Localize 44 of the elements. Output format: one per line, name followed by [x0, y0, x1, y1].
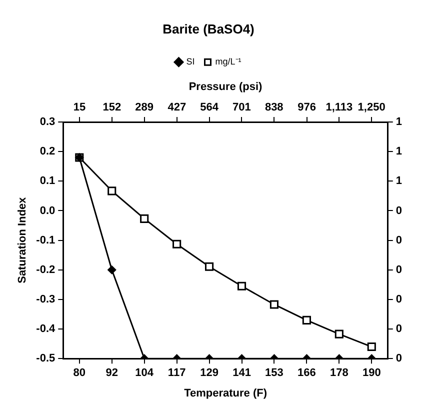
- y2-tick-label: 1: [396, 116, 402, 128]
- x2-tick-label: 289: [135, 101, 154, 114]
- y-tick-label: -0.3: [36, 293, 56, 306]
- x-tick-label: 166: [298, 367, 316, 380]
- x-tick-label: 104: [135, 367, 154, 380]
- y-axis-title: Saturation Index: [16, 196, 29, 284]
- y-tick-label: -0.4: [36, 323, 56, 336]
- x2-tick-label: 701: [232, 101, 251, 114]
- x2-tick-label: 976: [298, 101, 316, 114]
- x2-axis-title: Pressure (psi): [188, 81, 263, 94]
- legend-label: mg/L⁻¹: [215, 56, 242, 67]
- x2-tick-label: 427: [168, 101, 186, 114]
- y2-tick-label: 1: [396, 146, 402, 158]
- y-tick-label: 0.3: [40, 116, 56, 128]
- y2-tick-label: 1: [396, 175, 402, 188]
- x2-tick-label: 564: [200, 101, 220, 114]
- y-tick-label: -0.1: [36, 234, 56, 246]
- y2-tick-label: 0: [396, 234, 402, 246]
- y2-tick-label: 0: [396, 264, 402, 276]
- y-tick-label: -0.5: [36, 352, 56, 365]
- y2-tick-label: 0: [396, 293, 402, 306]
- y2-tick-label: 0: [396, 352, 402, 365]
- x-tick-label: 80: [73, 367, 86, 380]
- x2-tick-label: 152: [102, 101, 122, 114]
- x2-tick-label: 1,250: [358, 101, 386, 114]
- y-tick-label: 0.1: [40, 175, 56, 188]
- x-tick-label: 190: [362, 367, 381, 380]
- y-tick-label: 0.0: [40, 204, 56, 217]
- legend-label: SI: [186, 56, 195, 67]
- x-tick-label: 129: [200, 367, 218, 380]
- y-tick-label: -0.2: [36, 264, 56, 276]
- y2-tick-label: 0: [396, 323, 402, 336]
- x2-tick-label: 15: [73, 101, 86, 114]
- x-tick-label: 117: [168, 367, 186, 380]
- x-axis-title: Temperature (F): [184, 387, 268, 400]
- y-tick-label: 0.2: [40, 146, 56, 158]
- x-tick-label: 92: [106, 367, 118, 380]
- x2-tick-label: 1,113: [326, 101, 353, 114]
- x-tick-label: 178: [330, 367, 348, 380]
- x-tick-label: 141: [232, 367, 251, 380]
- y2-tick-label: 0: [396, 204, 402, 217]
- chart-title: Barite (BaSO4): [162, 21, 254, 36]
- x2-tick-label: 838: [264, 101, 284, 114]
- x-tick-label: 153: [265, 367, 284, 380]
